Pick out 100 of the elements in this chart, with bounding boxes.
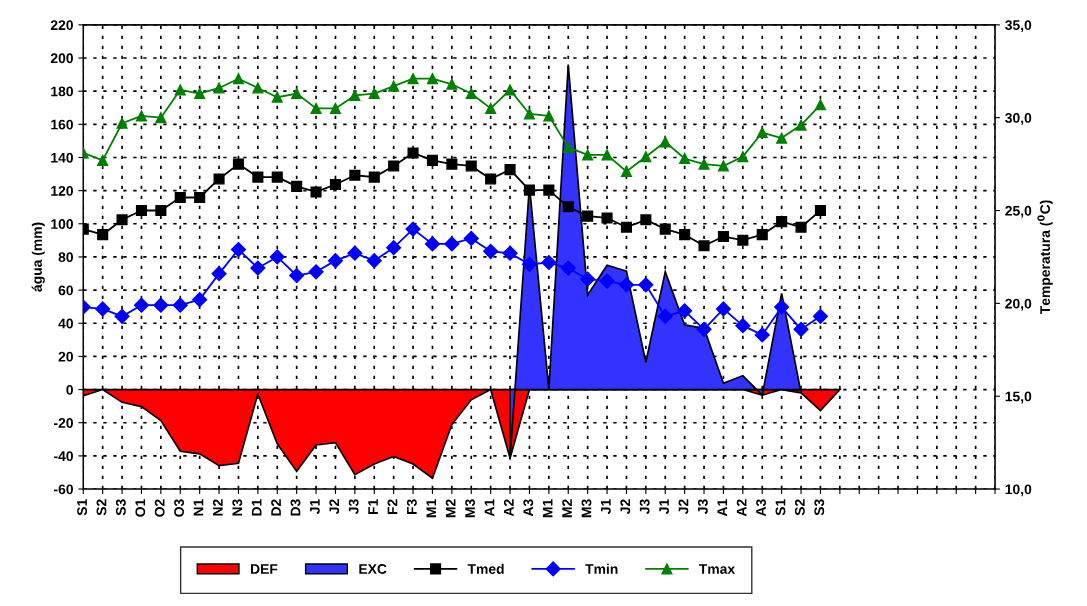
point (252, 82, 264, 94)
y-tick-label: 120 (51, 185, 73, 196)
point (426, 73, 439, 85)
point (155, 204, 167, 217)
point (737, 234, 749, 246)
x-tick-label: J3 (348, 499, 359, 514)
point (601, 212, 613, 224)
point (523, 108, 536, 120)
x-tick-label: A2 (736, 499, 747, 517)
point (424, 236, 441, 252)
point (289, 267, 305, 284)
point (349, 89, 361, 101)
y-tick-label: 100 (51, 219, 73, 229)
point (640, 214, 652, 226)
x-tick-label: A1 (717, 499, 728, 517)
legend-label: EXC (359, 564, 387, 574)
point (213, 82, 225, 94)
point (679, 229, 691, 241)
y2-tick-label: 15,0 (1005, 391, 1032, 404)
point (252, 171, 264, 183)
point (735, 318, 751, 334)
point (386, 240, 402, 256)
point (153, 297, 169, 313)
point (194, 191, 206, 204)
point (541, 254, 557, 271)
x-tick-label: N3 (232, 499, 243, 516)
x-tick-label: M3 (581, 499, 592, 518)
point (465, 160, 477, 172)
x-tick-label: J3 (639, 499, 650, 514)
x-tick-label: N2 (212, 499, 223, 516)
point (446, 158, 458, 170)
point (211, 266, 227, 282)
point (618, 277, 635, 293)
point (580, 271, 596, 287)
point (194, 87, 206, 100)
y2-axis-title: Temperatura ($^{0}$C) (1037, 200, 1053, 315)
point (504, 164, 516, 176)
x-tick-label: S2 (96, 499, 107, 516)
point (232, 73, 245, 85)
x-tick-label: A2 (503, 499, 514, 517)
point (192, 292, 208, 308)
x-tick-label: M1 (542, 499, 553, 518)
x-tick-label: D2 (271, 499, 281, 516)
x-tick-label: A3 (756, 499, 766, 517)
point (485, 102, 497, 114)
point (485, 173, 497, 185)
point (368, 87, 380, 100)
point (776, 216, 788, 228)
y-tick-label: -40 (54, 451, 73, 462)
point (426, 154, 439, 166)
point (582, 210, 594, 222)
point (116, 117, 128, 129)
point (582, 149, 594, 161)
x-tick-label: O1 (135, 499, 146, 517)
point (717, 230, 730, 243)
point (172, 297, 188, 313)
point (737, 151, 749, 163)
point (405, 221, 421, 237)
x-tick-label: N1 (193, 499, 204, 516)
point (814, 99, 827, 111)
point (698, 240, 710, 252)
x-tick-label: D1 (251, 499, 262, 516)
point (717, 160, 730, 172)
y-tick-label: 160 (51, 119, 73, 130)
point (388, 160, 400, 172)
x-tick-label: S2 (794, 499, 805, 516)
point (250, 260, 266, 276)
point (638, 277, 654, 293)
y-tick-label: 40 (58, 318, 73, 329)
y-tick-label: 200 (50, 53, 73, 64)
point (349, 169, 361, 181)
point (327, 253, 344, 269)
point (756, 126, 768, 139)
point (659, 136, 671, 148)
point (521, 256, 538, 272)
y2-tick-label: 20,0 (1005, 298, 1032, 311)
legend-label: Tmin (585, 563, 618, 574)
x-tick-label: J2 (620, 499, 631, 514)
x-tick-label: J2 (329, 499, 340, 514)
point (696, 321, 712, 337)
x-tick-label: S1 (77, 499, 87, 516)
point (388, 80, 400, 92)
point (679, 152, 691, 165)
x-tick-label: A3 (523, 499, 534, 517)
point (620, 221, 633, 233)
point (562, 141, 574, 153)
point (446, 78, 458, 90)
point (329, 102, 342, 114)
point (502, 245, 518, 261)
point (174, 191, 186, 204)
y-tick-label: -60 (54, 484, 73, 495)
point (601, 149, 613, 161)
point (95, 301, 111, 317)
y2-tick-label: 30,0 (1005, 113, 1032, 125)
point (463, 230, 479, 246)
point (271, 91, 283, 103)
point (795, 221, 807, 233)
point (155, 112, 167, 124)
point (562, 201, 574, 213)
point (444, 236, 460, 252)
